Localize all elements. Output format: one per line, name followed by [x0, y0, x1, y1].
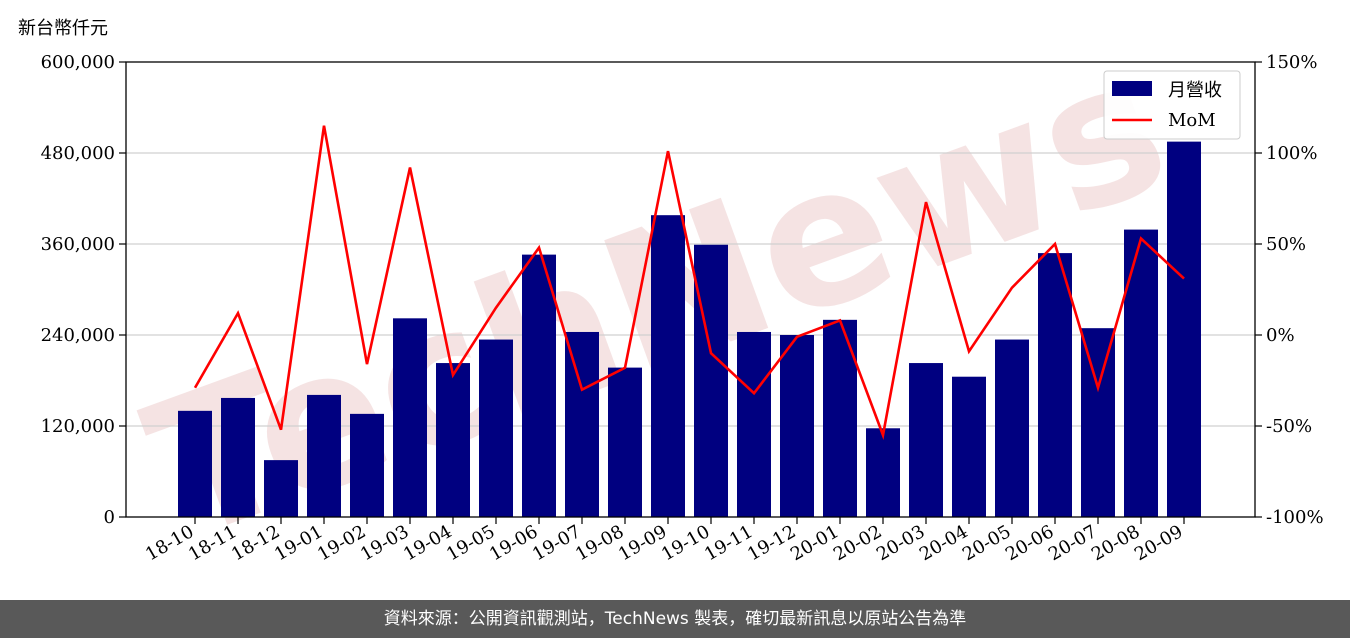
x-tick-label: 19-12 — [744, 521, 799, 565]
x-tick-label: 19-09 — [615, 521, 670, 565]
y-right-tick-label: -50% — [1266, 416, 1312, 437]
y-right-tick-label: -100% — [1266, 507, 1324, 528]
y-left-tick-label: 360,000 — [41, 234, 115, 255]
x-tick-label: 20-01 — [787, 521, 842, 565]
x-tick-label: 20-02 — [830, 521, 885, 565]
footer-source-bar: 資料來源：公開資訊觀測站，TechNews 製表，確切最新訊息以原站公告為準 — [0, 600, 1350, 638]
chart: TechNews 新台幣仟元 0120,000240,000360,000480… — [18, 14, 1324, 583]
bar-20-09 — [1167, 141, 1201, 517]
bar-20-03 — [909, 363, 943, 517]
bar-19-07 — [565, 331, 599, 517]
bar-19-03 — [393, 318, 427, 517]
x-tick-label: 19-08 — [572, 521, 627, 565]
x-tick-label: 19-10 — [658, 521, 713, 565]
bar-20-07 — [1081, 328, 1115, 517]
bar-18-10 — [178, 410, 212, 517]
bar-19-01 — [307, 394, 341, 517]
x-tick-label: 19-06 — [486, 521, 541, 565]
y-left-unit-label: 新台幣仟元 — [18, 18, 108, 39]
y-left-tick-label: 480,000 — [41, 143, 115, 164]
x-tick-label: 19-11 — [701, 521, 756, 565]
bar-19-10 — [694, 244, 728, 517]
bar-20-06 — [1038, 253, 1072, 517]
footer-source-text: 資料來源：公開資訊觀測站，TechNews 製表，確切最新訊息以原站公告為準 — [383, 609, 967, 629]
y-right-tick-label: 0% — [1266, 325, 1295, 346]
legend-bar-swatch — [1112, 81, 1152, 96]
x-tick-label: 20-03 — [873, 521, 928, 565]
bar-series — [178, 141, 1201, 517]
x-tick-label: 20-06 — [1002, 521, 1057, 565]
y-left-tick-label: 600,000 — [41, 52, 115, 73]
bar-18-12 — [264, 460, 298, 517]
y-right-tick-label: 150% — [1266, 52, 1317, 73]
line-series — [193, 125, 1185, 440]
legend-line-label: MoM — [1168, 110, 1216, 131]
x-tick-label: 20-04 — [916, 521, 971, 565]
bar-18-11 — [221, 397, 255, 517]
bar-19-12 — [780, 335, 814, 517]
bar-19-08 — [608, 367, 642, 517]
bar-19-04 — [436, 363, 470, 517]
bar-20-02 — [866, 428, 900, 517]
bar-19-06 — [522, 254, 556, 517]
plot-frame — [125, 61, 1256, 518]
legend: 月營收 MoM — [1103, 70, 1241, 140]
x-tick-label: 20-05 — [959, 521, 1014, 565]
y-left-axis: 0 120,000 240,000 360,000 480,000 600,000 — [41, 52, 126, 528]
y-left-tick-label: 120,000 — [41, 416, 115, 437]
x-tick-label: 19-05 — [443, 521, 498, 565]
y-left-tick-label: 240,000 — [41, 325, 115, 346]
bar-19-05 — [479, 339, 513, 517]
y-left-tick-label: 0 — [104, 507, 115, 528]
bar-20-05 — [995, 339, 1029, 517]
x-tick-label: 20-09 — [1131, 521, 1186, 565]
y-right-tick-label: 50% — [1266, 234, 1306, 255]
bar-20-08 — [1124, 229, 1158, 517]
mom-line — [193, 125, 1185, 440]
y-right-axis: -100% -50% 0% 50% 100% 150% — [1255, 52, 1324, 528]
bar-19-09 — [651, 215, 685, 517]
bar-19-11 — [737, 331, 771, 517]
bar-19-02 — [350, 413, 384, 517]
y-right-tick-label: 100% — [1266, 143, 1317, 164]
x-tick-label: 20-08 — [1088, 521, 1143, 565]
legend-bar-label: 月營收 — [1168, 80, 1222, 101]
x-tick-label: 19-07 — [529, 521, 584, 565]
x-tick-label: 20-07 — [1045, 521, 1100, 565]
x-tick-label: 19-04 — [400, 521, 455, 565]
bar-20-04 — [952, 376, 986, 517]
x-tick-label: 19-03 — [357, 521, 412, 565]
